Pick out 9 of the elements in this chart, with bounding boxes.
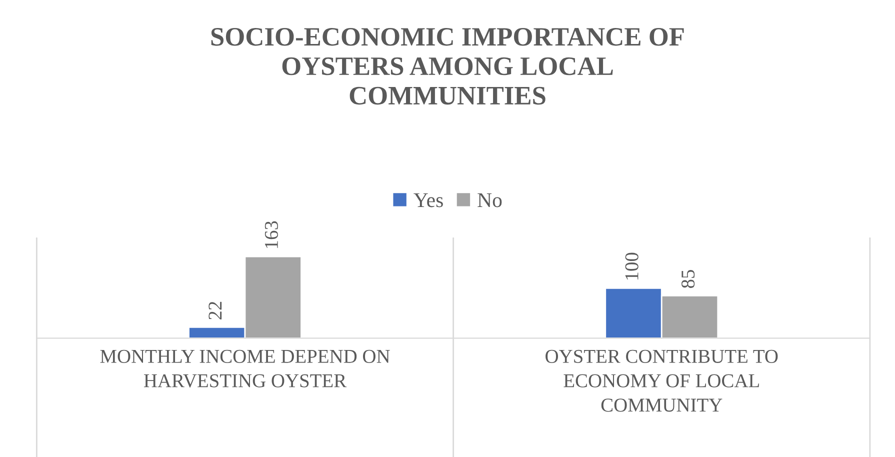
x-tick-label: MONTHLY INCOME DEPEND ON HARVESTING OYSTER xyxy=(100,350,390,388)
data-label: 22 xyxy=(208,302,222,320)
data-label: 100 xyxy=(625,252,638,280)
data-label: 163 xyxy=(264,221,278,248)
legend-label: No xyxy=(478,193,502,208)
chart-title: SOCIO-ECONOMIC IMPORTANCE OF OYSTERS AMONG LOCAL COMMUNITIES xyxy=(211,28,684,105)
x-tick-label: OYSTER CONTRIBUTE TO ECONOMY OF LOCAL COMMUNITY xyxy=(546,350,778,412)
data-label: 85 xyxy=(681,270,695,288)
legend-label: Yes xyxy=(414,193,443,208)
